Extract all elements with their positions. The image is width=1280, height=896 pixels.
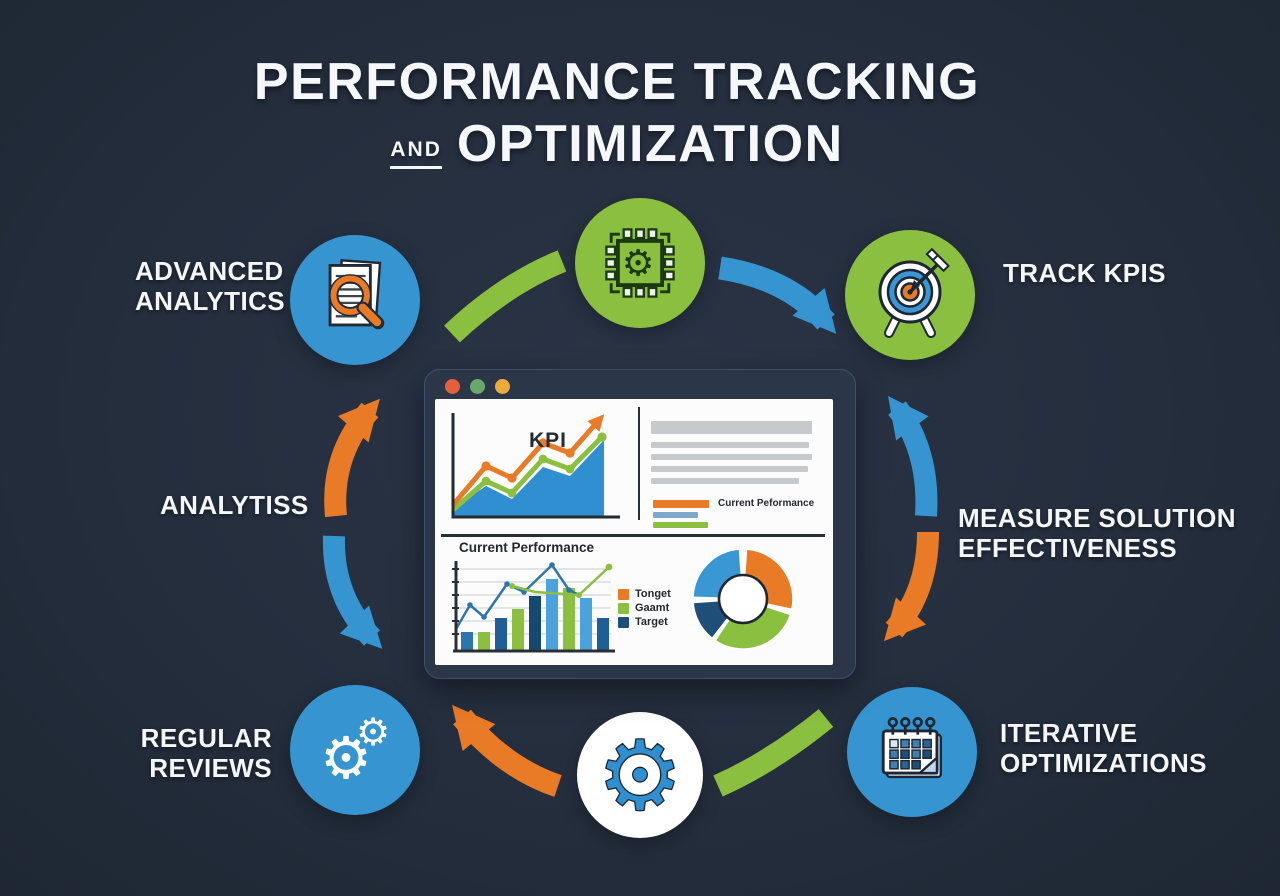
window-traffic-lights	[445, 379, 510, 394]
node-process-monitor: ⚙	[575, 198, 705, 328]
top-legend-label: Current Peformance	[718, 498, 815, 509]
arrow-gear-to-reviews	[452, 704, 562, 797]
dashboard-window: KPI Current Peformance Current Performan…	[424, 369, 856, 679]
label-regular-reviews: REGULAR REVIEWS	[140, 723, 272, 784]
traffic-light-yellow-icon	[495, 379, 510, 394]
donut-chart	[692, 548, 794, 650]
page-title: PERFORMANCE TRACKING AND OPTIMIZATION	[0, 52, 1257, 174]
performance-bar-chart	[452, 561, 615, 653]
label-measure-effectiveness: MEASURE SOLUTION EFFECTIVENESS	[958, 503, 1236, 564]
label-track-kpis: TRACK KPIS	[1003, 258, 1166, 288]
legend-item: Target	[618, 615, 671, 629]
placeholder-text-block	[651, 421, 812, 490]
legend-swatch	[618, 588, 629, 600]
legend-item: Tonget	[618, 587, 671, 601]
gear-icon: ⚙	[596, 720, 684, 830]
node-advanced-analytics	[290, 235, 420, 365]
kpi-chart-title: KPI	[529, 429, 567, 452]
bottom-chart-title: Current Performance	[459, 540, 595, 555]
dashboard-panel: KPI Current Peformance Current Performan…	[435, 399, 833, 665]
label-advanced-analytics: ADVANCED ANALYTICS	[135, 256, 285, 317]
document-magnifier-icon	[328, 259, 385, 330]
arrow-left-down	[322, 535, 383, 649]
text-line	[651, 478, 799, 484]
legend-swatch	[618, 616, 629, 628]
legend-bar-green	[653, 522, 708, 528]
legend-swatch	[618, 602, 629, 614]
traffic-light-red-icon	[445, 379, 460, 394]
panel-vertical-divider	[638, 407, 640, 520]
title-line2: OPTIMIZATION	[456, 115, 844, 173]
node-regular-reviews: ⚙ ⚙	[290, 685, 420, 815]
svg-text:⚙: ⚙	[356, 710, 390, 754]
calendar-icon	[881, 717, 942, 779]
double-gear-icon: ⚙ ⚙	[320, 710, 390, 792]
legend-bar-orange	[653, 500, 709, 508]
legend-bar-blue	[653, 512, 698, 518]
arrow-monitor-to-kpis	[718, 256, 837, 334]
arrow-left-up	[324, 398, 380, 518]
panel-horizontal-divider	[441, 534, 825, 537]
node-process-gear: ⚙	[577, 712, 703, 838]
traffic-light-green-icon	[470, 379, 485, 394]
legend-item: Gaamt	[618, 601, 671, 615]
node-track-kpis	[845, 230, 975, 360]
title-line1: PERFORMANCE TRACKING	[253, 53, 981, 111]
arrow-right-up	[888, 396, 938, 517]
node-iterative-optimizations	[847, 687, 977, 817]
target-dart-icon	[878, 247, 950, 338]
text-line	[651, 421, 812, 434]
chip-gear-icon: ⚙	[605, 228, 675, 298]
svg-text:⚙: ⚙	[320, 724, 372, 792]
arrow-right-down	[884, 531, 939, 642]
kpi-line-chart: KPI	[451, 413, 620, 519]
svg-text:⚙: ⚙	[622, 241, 655, 284]
text-line	[651, 442, 809, 448]
title-conjunction: AND	[390, 138, 442, 169]
arc-analytics-to-monitor	[444, 250, 567, 343]
label-iterative-optimizations: ITERATIVE OPTIMIZATIONS	[1000, 718, 1207, 779]
text-line	[651, 466, 808, 472]
arc-optimizations-to-gear	[713, 709, 834, 797]
label-analytiss: ANALYTISS	[160, 490, 309, 520]
text-line	[651, 454, 812, 460]
top-legend: Current Peformance	[653, 498, 823, 528]
bottom-chart-legend: Tonget Gaamt Target	[618, 587, 671, 629]
svg-text:⚙: ⚙	[597, 720, 684, 830]
